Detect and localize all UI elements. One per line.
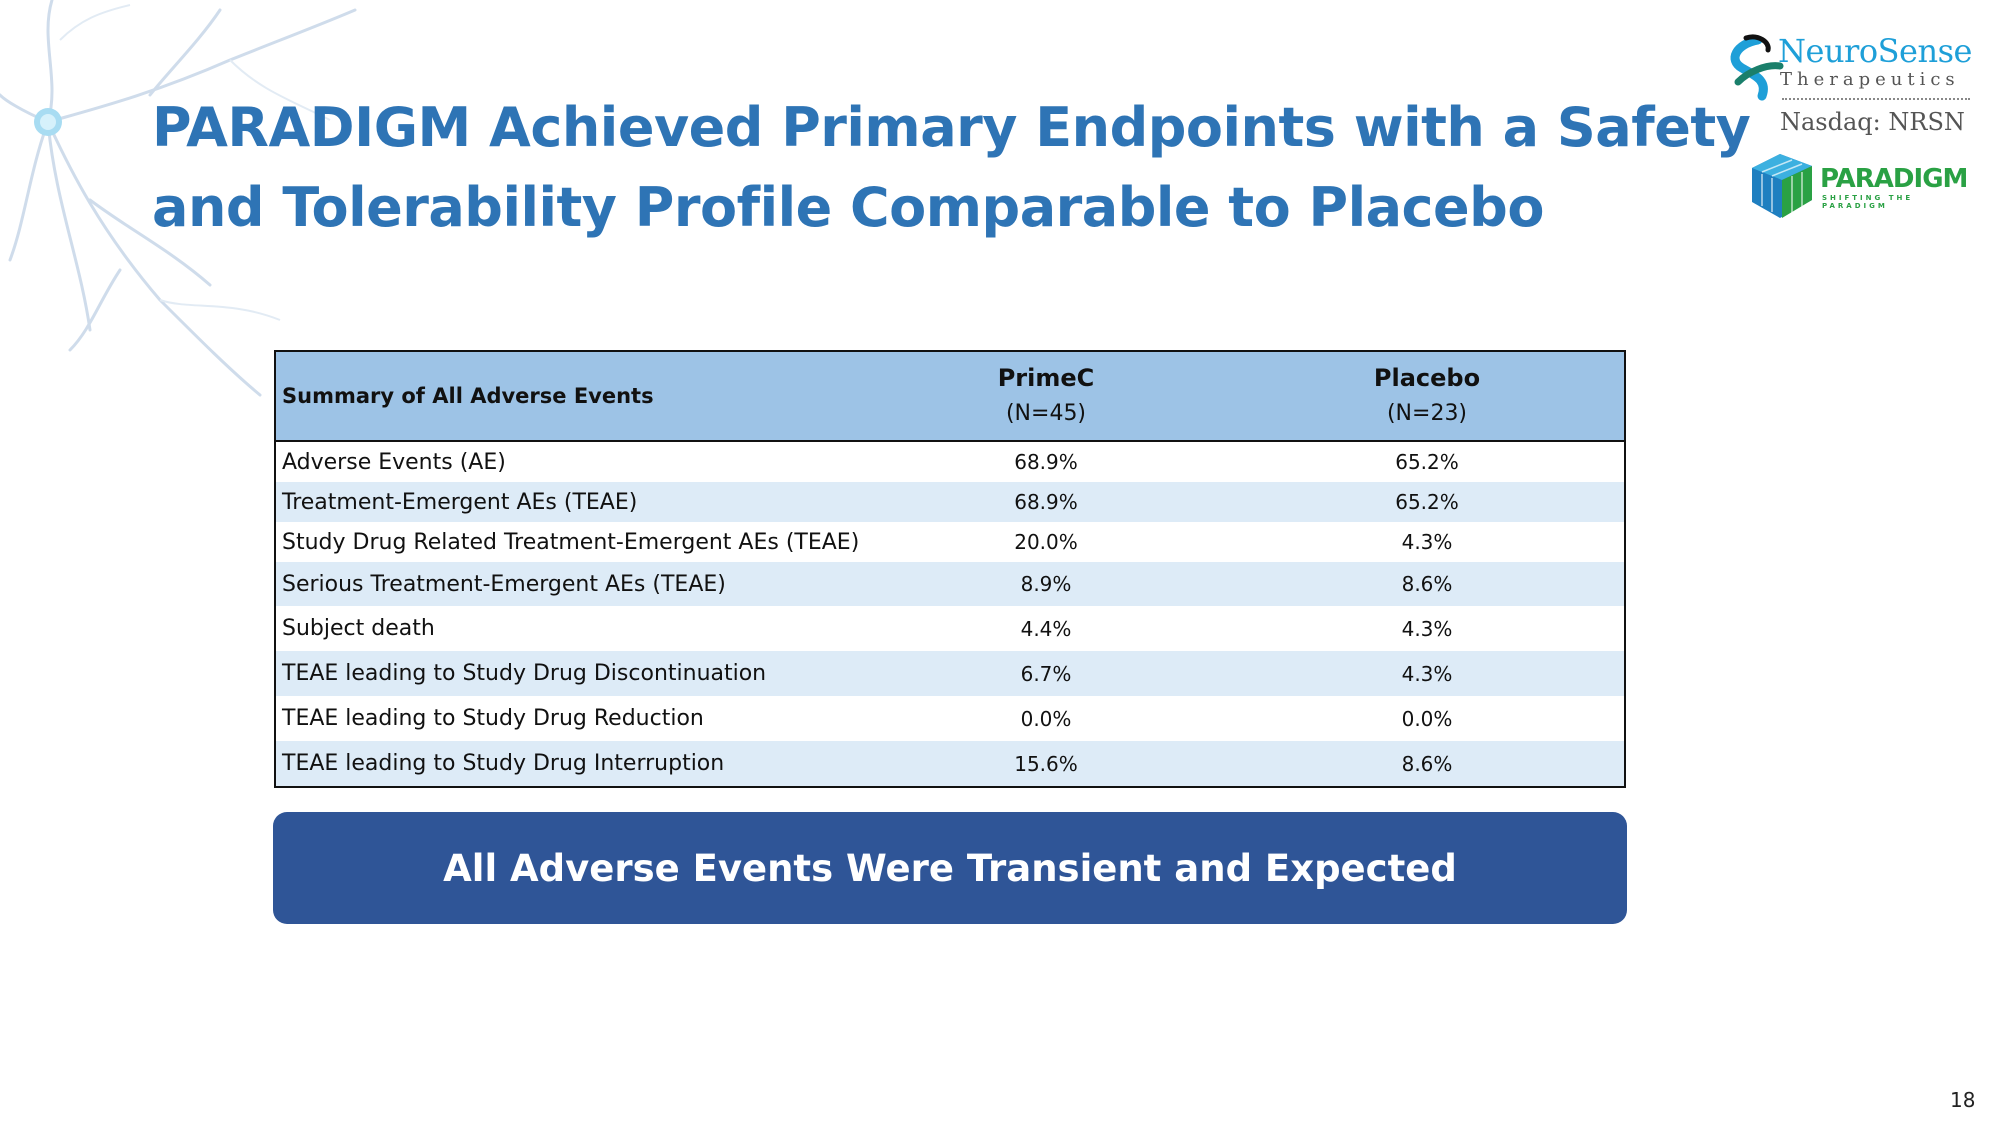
title-line-1: PARADIGM Achieved Primary Endpoints with… <box>152 96 1751 159</box>
header-primec: PrimeC (N=45) <box>861 351 1231 442</box>
table-row: Subject death 4.4% 4.3% <box>275 606 1625 651</box>
row-label: Serious Treatment-Emergent AEs (TEAE) <box>275 562 862 606</box>
slide-title: PARADIGM Achieved Primary Endpoints with… <box>152 88 1751 248</box>
column-name: Placebo <box>1373 364 1481 392</box>
table-row: Study Drug Related Treatment-Emergent AE… <box>275 522 1625 562</box>
banner-text: All Adverse Events Were Transient and Ex… <box>443 846 1457 890</box>
neurosense-subtitle: Therapeutics <box>1780 69 1960 90</box>
row-label: Treatment-Emergent AEs (TEAE) <box>275 482 862 522</box>
table-header-row: Summary of All Adverse Events PrimeC (N=… <box>275 351 1625 442</box>
column-name: PrimeC <box>997 364 1095 392</box>
paradigm-name: PARADIGM <box>1820 164 1968 194</box>
table-row: TEAE leading to Study Drug Interruption … <box>275 741 1625 787</box>
placebo-value: 4.3% <box>1401 530 1453 554</box>
row-label: Subject death <box>282 616 435 641</box>
row-label: Study Drug Related Treatment-Emergent AE… <box>282 529 860 555</box>
placebo-value: 4.3% <box>1401 616 1453 641</box>
placebo-value: 65.2% <box>1395 450 1459 474</box>
summary-banner: All Adverse Events Were Transient and Ex… <box>273 812 1627 924</box>
paradigm-cube-icon <box>1752 154 1812 218</box>
table-row: Serious Treatment-Emergent AEs (TEAE) 8.… <box>275 562 1625 606</box>
primec-value: 6.7% <box>861 651 1231 696</box>
page-number: 18 <box>1950 1088 1976 1112</box>
row-label: TEAE leading to Study Drug Discontinuati… <box>275 651 862 696</box>
row-label: Adverse Events (AE) <box>282 449 506 475</box>
placebo-value: 65.2% <box>1230 482 1625 522</box>
logo-area: NeuroSense Therapeutics Nasdaq: NRSN PAR… <box>1710 28 1980 228</box>
paradigm-tagline: SHIFTING THE PARADIGM <box>1822 194 1914 210</box>
adverse-events-table: Summary of All Adverse Events PrimeC (N=… <box>274 350 1626 788</box>
primec-value: 68.9% <box>861 482 1231 522</box>
primec-value: 15.6% <box>861 741 1231 787</box>
primec-value: 68.9% <box>1014 450 1078 474</box>
header-placebo: Placebo (N=23) <box>1230 351 1625 442</box>
row-label: TEAE leading to Study Drug Reduction <box>282 706 704 731</box>
table-row: Adverse Events (AE) 68.9% 65.2% <box>275 441 1625 482</box>
placebo-value: 0.0% <box>1401 706 1453 731</box>
neurosense-name: NeuroSense <box>1778 32 1972 70</box>
primec-value: 20.0% <box>1014 530 1078 554</box>
primec-value: 8.9% <box>861 562 1231 606</box>
neurosense-swirl-icon <box>1730 34 1784 101</box>
primec-value: 0.0% <box>1020 706 1072 731</box>
table-row: Treatment-Emergent AEs (TEAE) 68.9% 65.2… <box>275 482 1625 522</box>
placebo-value: 8.6% <box>1230 741 1625 787</box>
table-row: TEAE leading to Study Drug Reduction 0.0… <box>275 696 1625 741</box>
logo-divider <box>1782 98 1970 100</box>
table-row: TEAE leading to Study Drug Discontinuati… <box>275 651 1625 696</box>
title-line-2: and Tolerability Profile Comparable to P… <box>152 176 1544 239</box>
header-label: Summary of All Adverse Events <box>275 351 862 442</box>
column-n: (N=23) <box>1386 401 1468 426</box>
neuron-graphic <box>0 0 357 397</box>
placebo-value: 8.6% <box>1230 562 1625 606</box>
primec-value: 4.4% <box>1020 616 1072 641</box>
placebo-value: 4.3% <box>1230 651 1625 696</box>
column-n: (N=45) <box>1005 401 1087 426</box>
row-label: TEAE leading to Study Drug Interruption <box>275 741 862 787</box>
nasdaq-ticker: Nasdaq: NRSN <box>1780 108 1965 136</box>
